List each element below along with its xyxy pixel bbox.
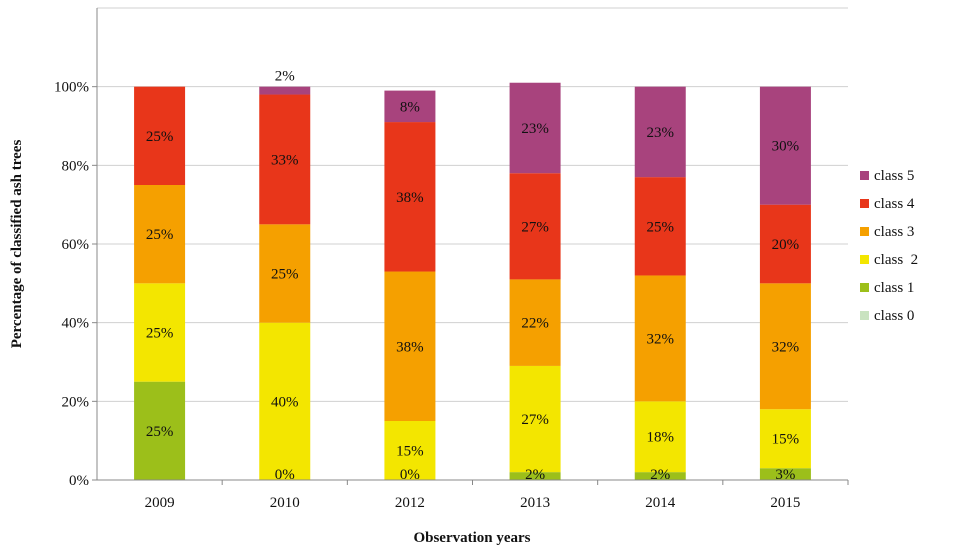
data-label: 25%	[146, 227, 174, 243]
data-label: 2%	[650, 467, 670, 483]
y-tick-labels: 0% 20% 40% 60% 80% 100%	[54, 80, 97, 489]
bar-segment	[634, 472, 686, 480]
data-label: 2%	[525, 467, 545, 483]
y-tick-label: 40%	[62, 316, 90, 332]
legend: class 5 class 4 class 3 class 2 class 1 class…	[860, 168, 918, 324]
x-tick-label: 2015	[770, 495, 800, 511]
legend-swatch	[860, 311, 869, 320]
bar-segment	[509, 365, 561, 473]
x-tick-label: 2010	[270, 495, 300, 511]
bar-segment	[509, 173, 561, 280]
data-label: 15%	[396, 444, 424, 460]
data-label: 18%	[647, 430, 675, 446]
x-axis-title: Observation years	[413, 530, 530, 546]
bar-segment	[509, 279, 561, 366]
data-label: 23%	[521, 121, 549, 137]
bar-segment	[134, 283, 186, 382]
x-tick-label: 2012	[395, 495, 425, 511]
data-label: 0%	[275, 467, 295, 483]
data-label: 2%	[275, 69, 295, 85]
data-label: 15%	[772, 432, 800, 448]
bar-segment	[259, 224, 311, 323]
data-label: 25%	[271, 267, 299, 283]
bar-segment	[509, 82, 561, 174]
data-label: 27%	[521, 219, 549, 235]
bar-segment	[634, 401, 686, 473]
legend-label: class 1	[874, 280, 914, 296]
legend-item: class 0	[860, 308, 914, 324]
data-label: 33%	[271, 152, 299, 168]
legend-item: class 3	[860, 224, 914, 240]
bar-segment	[634, 86, 686, 178]
data-label: 32%	[772, 339, 800, 355]
legend-item: class 5	[860, 168, 914, 184]
y-tick-label: 80%	[62, 158, 90, 174]
bar-segment	[634, 177, 686, 276]
data-label: 25%	[146, 326, 174, 342]
bar-segment	[134, 86, 186, 185]
grid-lines	[97, 7, 848, 402]
data-label: 38%	[396, 339, 424, 355]
bar-segment	[384, 271, 436, 421]
bar-segment	[634, 275, 686, 402]
bar-segment	[759, 86, 811, 205]
legend-swatch	[860, 199, 869, 208]
y-tick-label: 0%	[69, 473, 89, 489]
bar-segment	[259, 86, 311, 95]
x-tick-labels: 2009 2010 2012 2013 2014 2015	[145, 480, 849, 511]
x-tick-label: 2013	[520, 495, 550, 511]
data-label: 22%	[521, 316, 549, 332]
legend-label: class 4	[874, 196, 915, 212]
legend-label: class 0	[874, 308, 914, 324]
legend-item: class 1	[860, 280, 914, 296]
data-label: 30%	[772, 139, 800, 155]
bar-segment	[259, 94, 311, 225]
data-label: 27%	[521, 412, 549, 428]
data-label: 38%	[396, 190, 424, 206]
x-tick-label: 2014	[645, 495, 676, 511]
data-label: 3%	[775, 467, 795, 483]
data-label: 40%	[271, 394, 299, 410]
bar-segment	[759, 204, 811, 284]
data-labels: 25% 25% 25% 25% 0% 40% 25% 33% 2% 0% 15% 38% 38% 8% 2%…	[146, 69, 799, 483]
bar-segment	[759, 468, 811, 480]
legend-item: class 4	[860, 196, 915, 212]
data-label: 25%	[146, 129, 174, 145]
bar-segment	[134, 185, 186, 284]
legend-swatch	[860, 171, 869, 180]
y-tick-label: 20%	[62, 394, 90, 410]
bar-segment	[384, 122, 436, 272]
legend-swatch	[860, 255, 869, 264]
bar-segment	[759, 409, 811, 469]
bar-segment	[384, 421, 436, 480]
legend-label: class 5	[874, 168, 914, 184]
data-label: 25%	[647, 219, 675, 235]
y-tick-label: 100%	[54, 80, 89, 96]
x-tick-label: 2009	[145, 495, 175, 511]
data-label: 32%	[647, 331, 675, 347]
data-label: 25%	[146, 424, 174, 440]
bars	[134, 82, 811, 480]
data-label: 0%	[400, 467, 420, 483]
bar-segment	[384, 90, 436, 123]
data-label: 20%	[772, 237, 800, 253]
data-label: 23%	[647, 125, 675, 141]
legend-swatch	[860, 283, 869, 292]
bar-segment	[509, 472, 561, 480]
legend-label: class 2	[874, 252, 918, 268]
bar-segment	[259, 322, 311, 480]
y-axis-title: Percentage of classified ash trees	[9, 140, 25, 349]
data-label: 8%	[400, 99, 420, 115]
legend-label: class 3	[874, 224, 914, 240]
y-tick-label: 60%	[62, 237, 90, 253]
legend-swatch	[860, 227, 869, 236]
bar-segment	[759, 283, 811, 410]
legend-item: class 2	[860, 252, 918, 268]
bar-segment	[134, 381, 186, 480]
